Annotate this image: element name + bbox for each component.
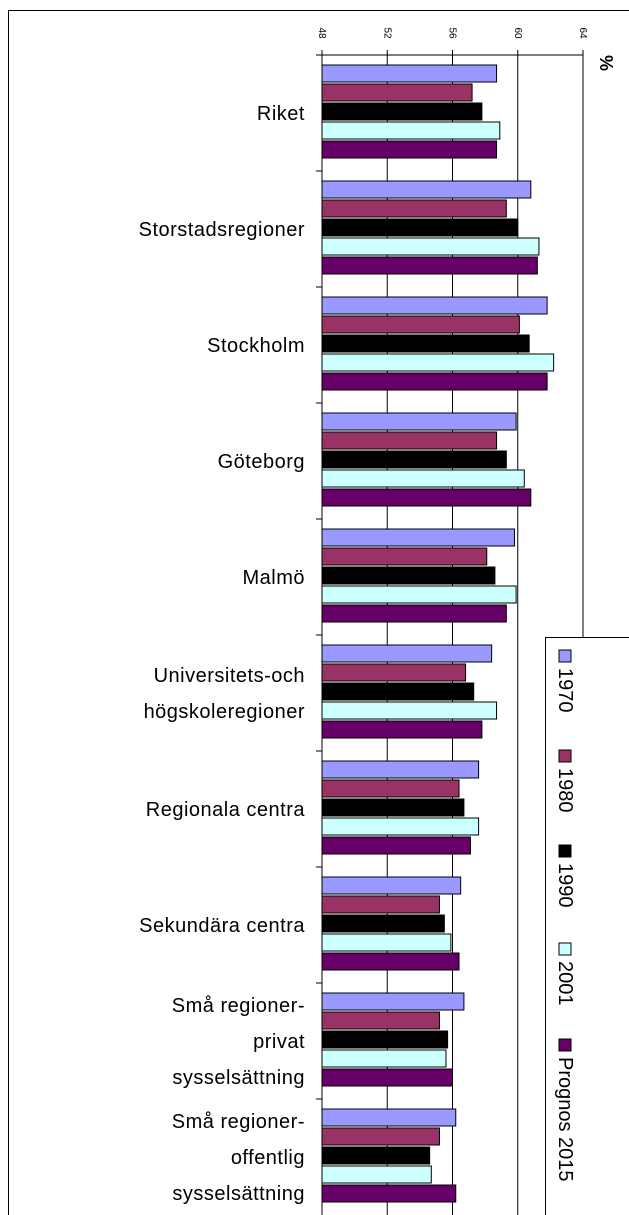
bar xyxy=(321,933,452,952)
bar xyxy=(321,663,467,682)
bar xyxy=(321,566,496,585)
x-tick-label: 60 xyxy=(512,27,523,39)
bar xyxy=(321,952,460,971)
y-tick-label: Storstadsregioner xyxy=(139,219,305,241)
legend-swatch xyxy=(558,649,572,663)
legend-swatch xyxy=(558,942,572,956)
y-tick-label: Små regioner- xyxy=(172,995,305,1017)
bar xyxy=(321,604,507,623)
bar xyxy=(321,1108,457,1127)
bar xyxy=(321,1146,431,1165)
y-tick-label: privat xyxy=(253,1031,305,1053)
legend-label: 1990 xyxy=(554,863,576,908)
bar xyxy=(321,1030,449,1049)
y-tick-label: sysselsättning xyxy=(172,1067,305,1089)
axis-unit: % xyxy=(596,55,616,71)
legend-label: 1980 xyxy=(554,768,576,813)
legend-swatch xyxy=(558,1038,572,1052)
y-tick-label: Universitets-och xyxy=(154,665,305,687)
bar xyxy=(321,83,473,102)
bar xyxy=(321,315,520,334)
x-tick-label: 56 xyxy=(447,27,458,39)
y-tick-label: Riket xyxy=(257,103,305,125)
y-tick-label: Stockholm xyxy=(207,335,305,357)
y-tick-label: Göteborg xyxy=(218,451,305,473)
bar xyxy=(321,528,515,547)
legend-label: Prognos 2015 xyxy=(554,1057,576,1182)
bar xyxy=(321,644,493,663)
bar xyxy=(321,450,507,469)
x-tick-label: 52 xyxy=(381,27,392,39)
bar xyxy=(321,1068,453,1087)
legend: 1970 1980 1990 2001 Prognos 2015 xyxy=(554,649,576,1182)
bar xyxy=(321,218,519,237)
bar xyxy=(321,334,530,353)
bar xyxy=(321,180,532,199)
bar xyxy=(321,760,480,779)
bar xyxy=(321,469,525,488)
bar xyxy=(321,353,555,372)
legend-box xyxy=(545,637,629,1215)
bar xyxy=(321,701,498,720)
y-tick-label: Små regioner- xyxy=(172,1111,305,1133)
bar xyxy=(321,1049,447,1068)
y-tick-label: högskoleregioner xyxy=(144,701,305,723)
bar xyxy=(321,779,460,798)
y-tick-label: offentlig xyxy=(231,1147,305,1169)
bar xyxy=(321,1165,432,1184)
x-tick-label: 48 xyxy=(316,27,327,39)
chart-frame xyxy=(8,10,629,1215)
y-tick-label: Regionala centra xyxy=(146,799,306,821)
bar xyxy=(321,1011,440,1030)
bar xyxy=(321,140,498,159)
bar xyxy=(321,547,488,566)
bar xyxy=(321,296,548,315)
bar xyxy=(321,1127,440,1146)
bar xyxy=(321,914,445,933)
bar xyxy=(321,102,483,121)
legend-label: 1970 xyxy=(554,668,576,713)
bar xyxy=(321,895,440,914)
bar xyxy=(321,431,498,450)
y-tick-label: sysselsättning xyxy=(172,1183,305,1205)
bar xyxy=(321,488,532,507)
x-tick-label: 64 xyxy=(577,27,588,39)
legend-swatch xyxy=(558,844,572,858)
bar xyxy=(321,585,517,604)
y-tick-label: Sekundära centra xyxy=(139,915,305,937)
bar xyxy=(321,992,465,1011)
bar xyxy=(321,121,501,140)
bar xyxy=(321,720,483,739)
bar xyxy=(321,836,471,855)
bar xyxy=(321,64,498,83)
bar xyxy=(321,817,480,836)
legend-label: 2001 xyxy=(554,961,576,1006)
bar xyxy=(321,876,462,895)
bar xyxy=(321,199,507,218)
bar xyxy=(321,412,517,431)
bar xyxy=(321,372,548,391)
bar xyxy=(321,798,465,817)
y-tick-label: Malmö xyxy=(242,567,305,589)
legend-swatch xyxy=(558,749,572,763)
bar xyxy=(321,682,475,701)
bar xyxy=(321,1184,457,1203)
bar xyxy=(321,256,538,275)
bar xyxy=(321,237,540,256)
